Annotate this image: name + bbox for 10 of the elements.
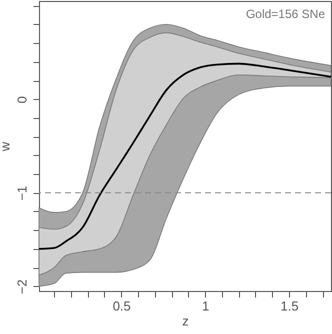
x-tick-label: 1.5 [280, 298, 299, 314]
x-tick-label: 0.5 [112, 298, 131, 314]
annotation: Gold=156 SNe [246, 7, 326, 21]
x-axis-title: z [182, 314, 189, 328]
y-axis-title: w [0, 141, 12, 152]
y-tick-label: 0 [14, 96, 30, 104]
line-series [38, 62, 332, 250]
y-tick-label: −1 [14, 186, 30, 201]
y-tick-label: −2 [14, 279, 30, 294]
x-tick-label: 1 [202, 298, 210, 314]
